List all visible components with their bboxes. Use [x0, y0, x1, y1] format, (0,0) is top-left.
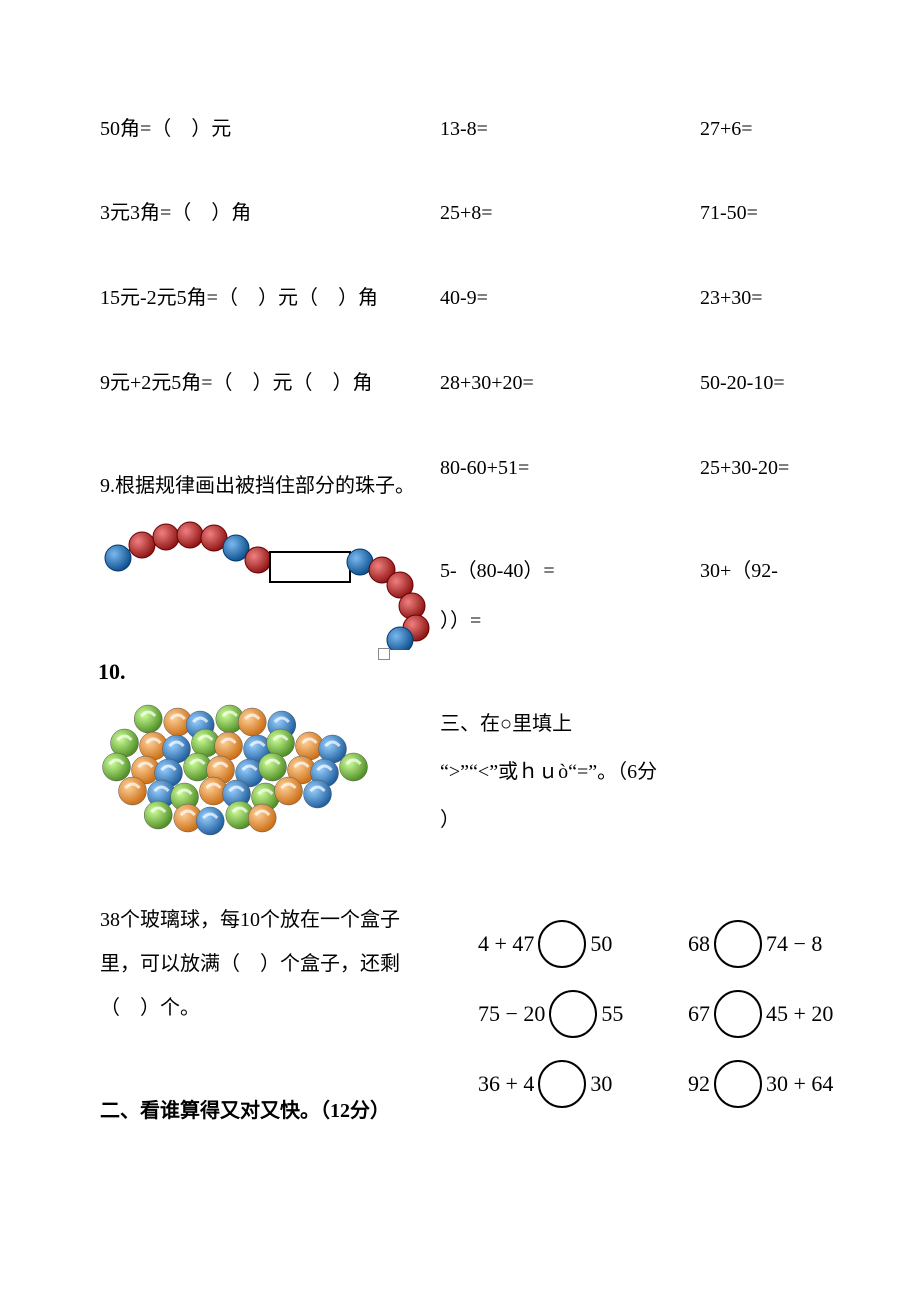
compare-1-right-a: 68	[688, 930, 710, 959]
q9-label: 9.根据规律画出被挡住部分的珠子。	[100, 473, 415, 499]
calc-m5: 80-60+51=	[440, 455, 690, 481]
section3-line1: 三、在○里填上	[440, 700, 740, 748]
compare-circle	[538, 920, 586, 968]
compare-row-2: 75 − 20 55 67 45 + 20	[478, 990, 878, 1038]
compare-3-left: 36 + 4 30	[478, 1060, 688, 1108]
beads-figure	[100, 510, 435, 650]
money-q1: 50角=（ ）元	[100, 116, 430, 142]
compare-2-left: 75 − 20 55	[478, 990, 688, 1038]
section3-title-block: 三、在○里填上 “>”“<”或ｈｕò“=”。（6分 ）	[440, 700, 740, 844]
marbles-figure	[100, 700, 390, 840]
compare-2-right: 67 45 + 20	[688, 990, 878, 1038]
money-q4: 9元+2元5角=（ ）元（ ）角	[100, 370, 430, 396]
compare-grid: 4 + 47 50 68 74 − 8 75 − 20 55 67 45 + 2…	[478, 920, 878, 1130]
compare-circle	[714, 920, 762, 968]
compare-3-right: 92 30 + 64	[688, 1060, 878, 1108]
compare-2-left-b: 55	[601, 1000, 623, 1029]
compare-1-right-b: 74 − 8	[766, 930, 822, 959]
calc-r5: 25+30-20=	[700, 455, 900, 481]
calc-r2: 71-50=	[700, 200, 900, 226]
q10-text: 38个玻璃球，每10个放在一个盒子里，可以放满（ ）个盒子，还剩（ ）个。	[100, 898, 430, 1030]
compare-circle	[714, 1060, 762, 1108]
compare-1-right: 68 74 − 8	[688, 920, 878, 968]
calc-m2: 25+8=	[440, 200, 690, 226]
compare-1-left-a: 4 + 47	[478, 930, 534, 959]
calc-m6b: ））=	[440, 608, 690, 634]
compare-1-left: 4 + 47 50	[478, 920, 688, 968]
compare-row-1: 4 + 47 50 68 74 − 8	[478, 920, 878, 968]
compare-3-right-a: 92	[688, 1070, 710, 1099]
compare-3-left-a: 36 + 4	[478, 1070, 534, 1099]
calc-r1: 27+6=	[700, 116, 900, 142]
compare-row-3: 36 + 4 30 92 30 + 64	[478, 1060, 878, 1108]
compare-2-right-a: 67	[688, 1000, 710, 1029]
money-q2: 3元3角=（ ）角	[100, 200, 430, 226]
compare-circle	[549, 990, 597, 1038]
compare-2-right-b: 45 + 20	[766, 1000, 833, 1029]
section3-line2: “>”“<”或ｈｕò“=”。（6分	[440, 748, 740, 796]
section3-line3: ）	[440, 796, 740, 844]
compare-3-left-b: 30	[590, 1070, 612, 1099]
q10-label: 10.	[98, 658, 126, 687]
compare-3-right-b: 30 + 64	[766, 1070, 833, 1099]
compare-circle	[714, 990, 762, 1038]
calc-m6a: 5-（80-40）=	[440, 558, 690, 584]
compare-1-left-b: 50	[590, 930, 612, 959]
calc-r4: 50-20-10=	[700, 370, 900, 396]
money-q3: 15元-2元5角=（ ）元（ ）角	[100, 285, 430, 311]
compare-circle	[538, 1060, 586, 1108]
worksheet-page: 50角=（ ）元 3元3角=（ ）角 15元-2元5角=（ ）元（ ）角 9元+…	[0, 0, 920, 1302]
page-marker-icon	[378, 648, 390, 660]
calc-r3: 23+30=	[700, 285, 900, 311]
calc-m1: 13-8=	[440, 116, 690, 142]
compare-2-left-a: 75 − 20	[478, 1000, 545, 1029]
calc-m3: 40-9=	[440, 285, 690, 311]
calc-r6: 30+（92-	[700, 558, 900, 584]
section2-title: 二、看谁算得又对又快。（12分）	[100, 1098, 390, 1124]
calc-m4: 28+30+20=	[440, 370, 690, 396]
